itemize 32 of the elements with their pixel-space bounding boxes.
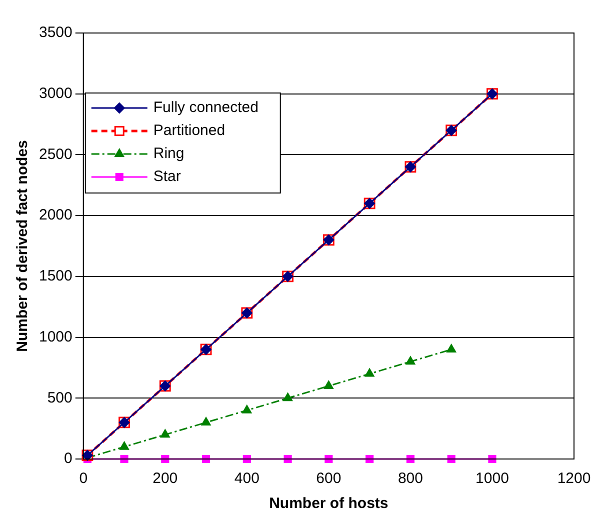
- point: [160, 429, 170, 438]
- x-axis-title: Number of hosts: [269, 495, 388, 512]
- point: [282, 392, 293, 402]
- x-tick-label: 1200: [557, 470, 591, 488]
- y-tick-label: 2500: [38, 146, 72, 163]
- legend-label: Star: [153, 168, 181, 186]
- legend-label: Partitioned: [153, 122, 226, 140]
- y-tick-label: 3500: [38, 24, 72, 42]
- point: [488, 454, 496, 464]
- legend-label: Fully connected: [153, 99, 258, 116]
- y-tick-label: 0: [64, 450, 72, 468]
- x-tick-label: 200: [152, 470, 178, 488]
- point: [324, 380, 334, 389]
- point: [120, 454, 128, 464]
- point: [201, 416, 211, 426]
- point: [446, 344, 456, 352]
- legend-label: Ring: [153, 145, 184, 162]
- point: [242, 404, 252, 414]
- x-tick-label: 0: [79, 470, 88, 488]
- y-tick-label: 500: [47, 389, 72, 406]
- y-axis-title: Number of derived fact nodes: [14, 140, 32, 352]
- y-tick-label: 1000: [38, 328, 72, 346]
- point: [119, 441, 130, 450]
- y-tick-label: 2000: [38, 206, 72, 224]
- x-tick-label: 800: [398, 470, 423, 488]
- y-tick-label: 1500: [38, 268, 72, 285]
- x-tick-label: 600: [316, 470, 342, 488]
- y-tick-label: 3000: [38, 85, 72, 102]
- x-tick-label: 1000: [476, 470, 509, 488]
- point: [364, 368, 374, 377]
- x-tick-label: 400: [234, 470, 260, 488]
- point: [406, 356, 416, 365]
